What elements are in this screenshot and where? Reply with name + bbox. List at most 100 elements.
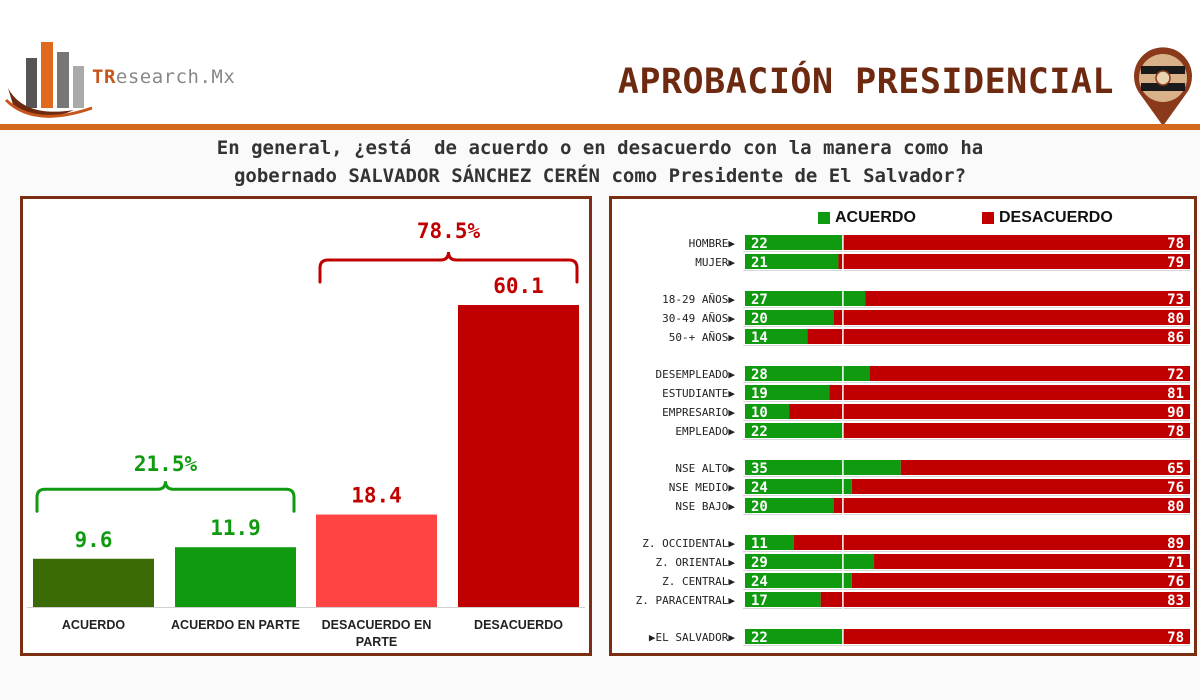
bar-2 [175, 547, 296, 607]
row-2-0-desacuerdo-bar [869, 366, 1190, 381]
bar-1 [33, 558, 154, 607]
bracket-desacuerdo [318, 251, 579, 284]
row-3-0-desacuerdo-bar [900, 460, 1190, 475]
bracket-label-desacuerdo-total: 78.5% [417, 219, 481, 243]
row-1-1-acuerdo-bar [745, 310, 834, 325]
row-4-0-desacuerdo-value: 89 [1167, 536, 1184, 552]
row-3-1-acuerdo-bar [745, 479, 852, 494]
row-3-1-label: NSE MEDIO▶ [669, 481, 736, 494]
row-0-0-desacuerdo-value: 78 [1167, 236, 1184, 252]
row-2-3-label: EMPLEADO▶ [675, 425, 735, 438]
map-pin-flag-icon [1134, 47, 1192, 127]
row-4-1-acuerdo-bar [745, 554, 875, 569]
row-4-2-desacuerdo-value: 76 [1167, 574, 1184, 590]
row-0-1-label: MUJER▶ [695, 256, 735, 269]
legend-label-acuerdo: ACUERDO [835, 209, 916, 226]
row-5-0-acuerdo-value: 22 [751, 630, 768, 646]
row-0-0-acuerdo-bar [745, 235, 843, 250]
row-3-0-desacuerdo-value: 65 [1167, 461, 1184, 477]
brand-rest: esearch.Mx [115, 66, 236, 88]
row-3-1-desacuerdo-bar [851, 479, 1190, 494]
row-3-2-desacuerdo-bar [834, 498, 1190, 513]
row-2-3-acuerdo-value: 22 [751, 424, 768, 440]
segment-stacked-bar-chart: HOMBRE▶ 22 78 MUJER▶ 21 79 18-29 AÑOS▶ 27 73 30-4… [636, 233, 1190, 648]
row-1-0-label: 18-29 AÑOS▶ [662, 293, 735, 306]
row-4-1-desacuerdo-value: 71 [1167, 555, 1184, 571]
row-4-1-desacuerdo-bar [874, 554, 1190, 569]
row-2-1-desacuerdo-bar [829, 385, 1190, 400]
legend-swatch-desacuerdo [982, 212, 994, 224]
row-0-1-acuerdo-value: 21 [751, 255, 768, 271]
row-2-3-desacuerdo-value: 78 [1167, 424, 1184, 440]
row-1-2-desacuerdo-bar [807, 329, 1190, 344]
legend-swatch-acuerdo [818, 212, 830, 224]
row-0-0-label: HOMBRE▶ [689, 237, 736, 250]
row-5-0-acuerdo-bar [745, 629, 843, 644]
legend-item-acuerdo: ACUERDO [818, 209, 916, 227]
category-label-4: DESACUERDO [474, 618, 563, 632]
row-0-0-desacuerdo-bar [842, 235, 1190, 250]
row-4-0-label: Z. OCCIDENTAL▶ [642, 537, 735, 550]
bracket-label-acuerdo-total: 21.5% [134, 452, 198, 476]
row-5-0-desacuerdo-bar [842, 629, 1190, 644]
row-3-2-desacuerdo-value: 80 [1167, 499, 1184, 515]
row-5-0-label: ▶EL SALVADOR▶ [649, 631, 735, 644]
bracket-acuerdo [35, 481, 296, 513]
overall-bar-chart: 9.6 11.9 18.4 60.1 21.5% 78.5% [27, 219, 585, 608]
row-2-0-acuerdo-value: 28 [751, 367, 768, 383]
row-2-2-acuerdo-value: 10 [751, 405, 768, 421]
row-2-1-label: ESTUDIANTE▶ [662, 387, 735, 400]
row-2-1-desacuerdo-value: 81 [1167, 386, 1184, 402]
bar-value-label-3: 18.4 [351, 484, 402, 508]
row-1-0-acuerdo-value: 27 [751, 292, 768, 308]
row-2-2-desacuerdo-value: 90 [1167, 405, 1184, 421]
row-1-2-acuerdo-bar [745, 329, 808, 344]
row-3-2-label: NSE BAJO▶ [675, 500, 735, 513]
row-3-0-acuerdo-bar [745, 460, 901, 475]
row-1-0-desacuerdo-value: 73 [1167, 292, 1184, 308]
header: TResearch.Mx APROBACIÓN PRESIDENCIAL [0, 0, 1200, 127]
bar-value-label-4: 60.1 [493, 274, 544, 298]
bar-value-label-2: 11.9 [210, 516, 261, 540]
row-4-3-desacuerdo-value: 83 [1167, 593, 1184, 609]
row-4-0-acuerdo-bar [745, 535, 794, 550]
legend-item-desacuerdo: DESACUERDO [982, 209, 1113, 227]
row-2-3-acuerdo-bar [745, 423, 843, 438]
row-0-0-acuerdo-value: 22 [751, 236, 768, 252]
bar-value-label-1: 9.6 [75, 528, 113, 552]
row-3-0-label: NSE ALTO▶ [675, 462, 735, 475]
row-1-2-acuerdo-value: 14 [751, 330, 768, 346]
brand-prefix: TR [92, 66, 116, 88]
row-5-0-desacuerdo-value: 78 [1167, 630, 1184, 646]
row-1-0-desacuerdo-bar [865, 291, 1190, 306]
row-2-0-acuerdo-bar [745, 366, 870, 381]
row-4-0-acuerdo-value: 11 [751, 536, 768, 552]
legend-label-desacuerdo: DESACUERDO [999, 209, 1113, 226]
row-4-2-desacuerdo-bar [851, 573, 1190, 588]
category-label-1: ACUERDO [61, 618, 126, 632]
row-2-2-desacuerdo-bar [789, 404, 1190, 419]
survey-question: En general, ¿está de acuerdo o en desacu… [0, 134, 1200, 190]
row-0-1-desacuerdo-value: 79 [1167, 255, 1184, 271]
row-4-0-desacuerdo-bar [793, 535, 1190, 550]
overall-chart-panel: 9.6 11.9 18.4 60.1 21.5% 78.5% ACUERDO ACUERDO… [20, 196, 592, 656]
row-1-1-acuerdo-value: 20 [751, 311, 768, 327]
row-3-0-acuerdo-value: 35 [751, 461, 768, 477]
row-2-1-acuerdo-value: 19 [751, 386, 768, 402]
row-4-2-acuerdo-value: 24 [751, 574, 768, 590]
category-label-3: DESACUERDO EN PARTE [321, 618, 432, 649]
row-0-1-acuerdo-bar [745, 254, 839, 269]
brand-name: TResearch.Mx [92, 66, 235, 88]
page-title: APROBACIÓN PRESIDENCIAL [617, 62, 1114, 102]
row-2-0-label: DESEMPLEADO▶ [656, 368, 736, 381]
row-4-1-acuerdo-value: 29 [751, 555, 768, 571]
header-divider [0, 124, 1200, 130]
row-1-2-label: 50-+ AÑOS▶ [669, 331, 736, 344]
row-2-3-desacuerdo-bar [842, 423, 1190, 438]
row-2-1-acuerdo-bar [745, 385, 830, 400]
category-label-2: ACUERDO EN PARTE [171, 618, 300, 632]
row-4-3-desacuerdo-bar [820, 592, 1190, 607]
bar-chart-logo-icon [4, 42, 93, 118]
bar-3 [316, 514, 437, 607]
row-3-1-acuerdo-value: 24 [751, 480, 768, 496]
